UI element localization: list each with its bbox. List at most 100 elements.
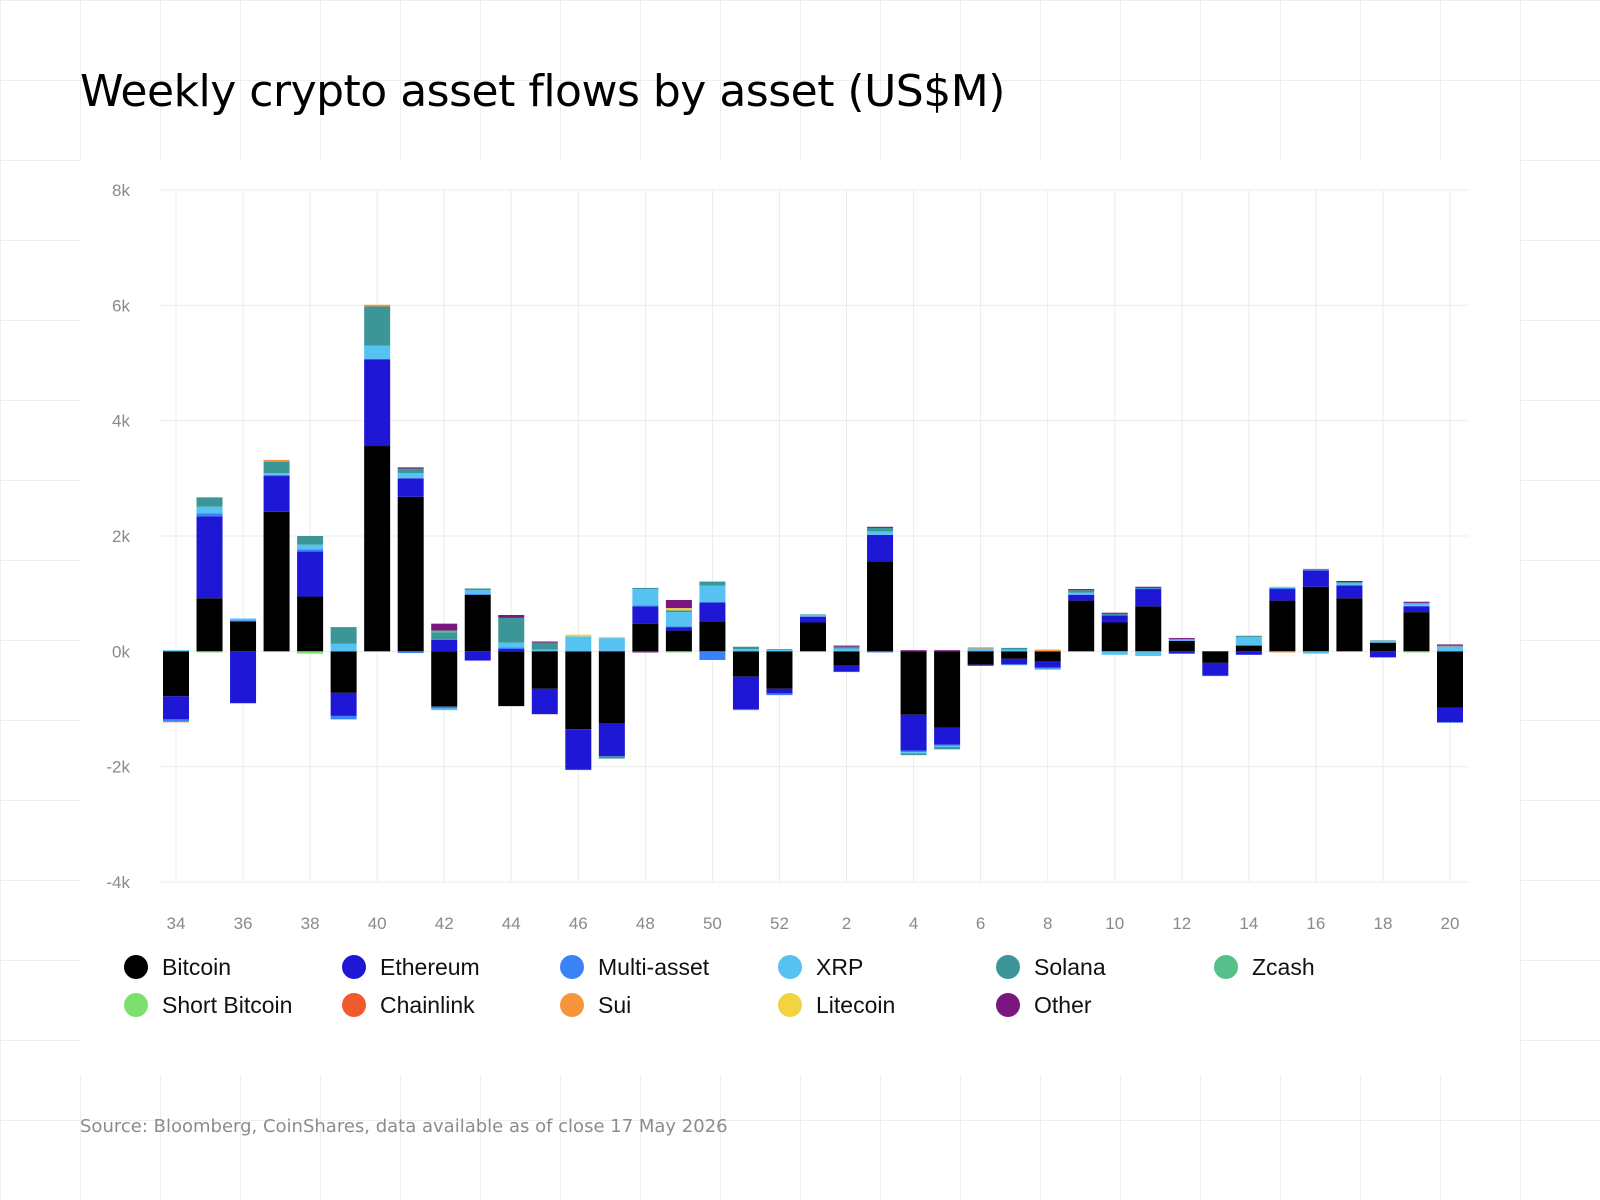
legend-label: Ethereum [380, 953, 480, 980]
bar-segment-multi-asset [1437, 722, 1463, 723]
bar-segment-multi-asset [1369, 657, 1396, 658]
bar-segment-xrp [766, 649, 793, 652]
bar-segment-solana [431, 632, 458, 640]
legend-label: Litecoin [816, 991, 896, 1018]
bar-segment-solana [934, 747, 961, 750]
bar-segment-short-bitcoin [1403, 651, 1430, 653]
bar-segment-ethereum [1369, 651, 1396, 658]
x-tick-label: 40 [368, 914, 387, 933]
chart-legend: Bitcoin Ethereum Multi-asset XRP Solana Zcash… [124, 953, 1424, 1018]
bar-segment-bitcoin [297, 596, 324, 652]
bar-segment-ethereum [867, 534, 894, 562]
x-tick-label: 38 [301, 914, 320, 933]
x-tick-label: 48 [636, 914, 655, 933]
bar-segment-multi-asset [1034, 667, 1061, 669]
bar-segment-ethereum [900, 714, 927, 751]
bar-segment-zcash [431, 630, 458, 633]
legend-item: Sui [560, 992, 778, 1018]
bar-segment-ethereum [967, 664, 994, 666]
bar-segment-xrp [565, 636, 592, 652]
bar-segment-ethereum [230, 651, 257, 704]
bar-segment-ethereum [565, 729, 592, 770]
bar-segment-solana [732, 646, 759, 650]
x-tick-label: 2 [842, 914, 851, 933]
bar-segment-multi-asset [699, 651, 726, 660]
bar-segment-bitcoin [1437, 651, 1463, 708]
bar-segment-xrp [1135, 651, 1162, 656]
bar-segment-bitcoin [1001, 651, 1028, 659]
bar-segment-ethereum [330, 692, 357, 716]
x-tick-label: 18 [1373, 914, 1392, 933]
bar-segment-litecoin [598, 636, 625, 639]
bar-segment-ethereum [297, 551, 324, 597]
bar-segment-bitcoin [1302, 586, 1329, 652]
bar-segment-xrp [431, 708, 458, 711]
bar-segment-other [1403, 601, 1430, 603]
bar-segment-bitcoin [1202, 651, 1229, 663]
x-tick-label: 20 [1441, 914, 1460, 933]
bar-segment-other [1168, 638, 1195, 640]
legend-label: Chainlink [380, 991, 475, 1018]
bar-segment-ethereum [766, 688, 793, 694]
bar-segment-ethereum [263, 476, 290, 512]
bar-segment-sui [1269, 651, 1296, 653]
bar-segment-bitcoin [464, 594, 491, 652]
bar-segment-solana [900, 753, 927, 756]
bar-segment-multi-asset [1336, 585, 1363, 586]
legend-item: Litecoin [778, 991, 996, 1018]
bar-segment-multi-asset [1269, 587, 1296, 590]
bar-segment-bitcoin [397, 496, 424, 652]
bar-segment-solana [498, 617, 525, 643]
bar-segment-multi-asset [1068, 594, 1095, 595]
bar-segment-litecoin [565, 634, 592, 637]
bar-segment-ethereum [699, 602, 726, 622]
bar-segment-bitcoin [163, 651, 189, 697]
x-tick-label: 8 [1043, 914, 1052, 933]
x-tick-label: 44 [502, 914, 521, 933]
bar-segment-xrp [665, 612, 692, 627]
source-note: Source: Bloomberg, CoinShares, data avai… [80, 1116, 728, 1137]
x-tick-label: 42 [435, 914, 454, 933]
bar-segment-solana [598, 756, 625, 759]
bar-segment-ethereum [934, 727, 961, 745]
bar-segment-ethereum [498, 649, 525, 652]
y-tick-label: -2k [106, 758, 130, 777]
legend-item: Bitcoin [124, 954, 342, 980]
bar-segment-xrp [1369, 640, 1396, 643]
bar-segment-multi-asset [800, 616, 826, 617]
bar-segment-bitcoin [732, 651, 759, 677]
bar-segment-multi-asset [397, 651, 424, 654]
bar-segment-chainlink [163, 721, 189, 723]
bar-segment-xrp [297, 544, 324, 550]
bar-segment-solana [397, 468, 424, 474]
bar-segment-ethereum [1034, 661, 1061, 668]
bar-segment-solana [364, 306, 391, 346]
bar-segment-ethereum [1437, 707, 1463, 723]
bar-segment-solana [1135, 587, 1162, 589]
bar-segment-ethereum [1269, 589, 1296, 601]
legend-item: Multi-asset [560, 954, 778, 980]
bar-segment-other [1437, 644, 1463, 646]
legend-swatch [560, 993, 584, 1017]
y-tick-label: 0k [112, 642, 130, 661]
bar-segment-ethereum [196, 516, 223, 599]
bar-segment-bitcoin [431, 651, 458, 707]
bar-segment-xrp [1437, 646, 1463, 652]
bar-segment-solana [665, 610, 692, 613]
bar-segment-xrp [867, 531, 894, 535]
bar-segment-solana [330, 627, 357, 644]
bar-segment-other [833, 645, 860, 647]
bar-segment-short-bitcoin [1269, 586, 1296, 588]
bar-segment-multi-asset [330, 715, 357, 720]
bar-segment-multi-asset [732, 709, 759, 711]
bar-segment-short-bitcoin [196, 651, 223, 653]
bar-segment-multi-asset [833, 671, 860, 673]
bar-segment-multi-asset [1135, 588, 1162, 590]
bar-segment-multi-asset [1202, 675, 1229, 677]
legend-item: Other [996, 992, 1214, 1018]
bar-segment-other [531, 641, 558, 643]
legend-swatch [560, 955, 584, 979]
bar-segment-xrp [833, 648, 860, 652]
